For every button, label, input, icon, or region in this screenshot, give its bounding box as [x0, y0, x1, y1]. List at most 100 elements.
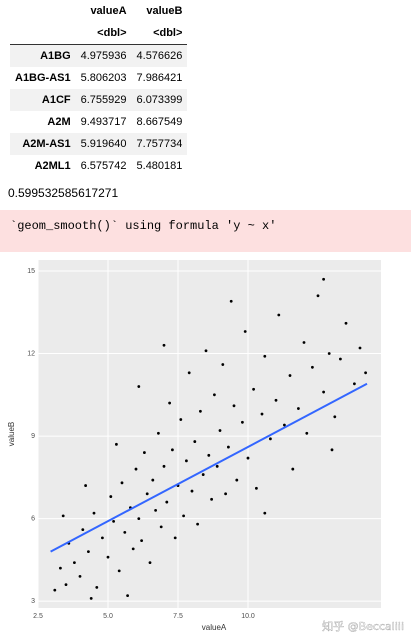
point: [89, 596, 93, 600]
point: [241, 420, 244, 424]
x-tick-label: 2.5: [33, 613, 43, 620]
y-axis-title: valueB: [7, 422, 16, 446]
point: [190, 489, 194, 493]
table-row: A2M-AS1 5.919640 7.757734: [10, 133, 188, 155]
table-row: A2M 9.493717 8.667549: [10, 111, 187, 133]
point: [117, 569, 121, 573]
table-row: A1BG 4.975936 4.576626: [10, 44, 188, 67]
point: [221, 363, 225, 366]
point: [61, 514, 65, 518]
cell: 8.667549: [136, 116, 183, 128]
x-tick-label: 5.0: [103, 613, 113, 620]
row-name: A1CF: [10, 89, 76, 111]
point: [229, 299, 233, 303]
output-text: 0.599532585617271: [8, 186, 119, 200]
point: [232, 404, 236, 408]
chart: valueA valueB 2.5 5.0 7.5 10.0 3 6 9 12 15 知乎 @Be…: [7, 260, 404, 633]
y-tick-label: 3: [31, 598, 35, 605]
point: [106, 555, 110, 559]
point: [145, 492, 149, 496]
message: `geom_smooth()` using formula 'y ~ x': [0, 210, 411, 252]
point: [73, 561, 76, 565]
point: [185, 459, 188, 463]
table-row: A2ML1 6.575742 5.480181: [10, 155, 187, 177]
point: [227, 445, 230, 449]
point: [207, 453, 211, 457]
x-tick-label: 10.0: [241, 613, 255, 620]
point: [168, 401, 172, 405]
point: [274, 398, 278, 402]
point: [291, 467, 295, 471]
point: [277, 313, 281, 317]
y-tick-label: 9: [31, 433, 35, 440]
point: [210, 497, 214, 501]
point: [64, 583, 68, 587]
cell: 4.975936: [75, 44, 132, 67]
point: [53, 588, 57, 592]
point: [364, 371, 367, 375]
point: [288, 374, 292, 377]
point: [187, 371, 191, 375]
point: [109, 495, 113, 498]
point: [95, 585, 99, 589]
col-type: <dbl>: [131, 22, 188, 45]
row-name: A2M: [47, 116, 71, 128]
point: [218, 429, 222, 432]
point: [322, 277, 325, 281]
point: [179, 418, 183, 421]
point: [84, 484, 87, 487]
point: [162, 464, 166, 468]
point: [87, 550, 90, 554]
point: [215, 464, 219, 468]
point: [134, 467, 138, 471]
point: [305, 431, 309, 435]
cell: 7.986421: [136, 72, 183, 84]
table-row: A1BG-AS1 5.806203 7.986421: [10, 67, 187, 89]
cell: 4.576626: [131, 44, 188, 67]
point: [140, 539, 144, 543]
point: [297, 407, 300, 410]
row-name: A2ML1: [34, 160, 71, 172]
point: [171, 448, 174, 452]
cell: 9.493717: [80, 116, 127, 128]
y-tick-label: 15: [27, 268, 35, 275]
point: [263, 511, 267, 515]
point: [224, 492, 228, 496]
point: [235, 478, 239, 482]
point: [252, 387, 256, 391]
point: [311, 365, 314, 369]
point: [263, 354, 267, 358]
watermark: 知乎 @Beccaliii: [322, 619, 404, 633]
cell: 5.919640: [75, 133, 132, 155]
point: [143, 451, 146, 454]
point: [151, 478, 155, 482]
point: [120, 481, 124, 485]
point: [196, 522, 200, 526]
point: [327, 352, 331, 355]
point: [201, 473, 205, 476]
point: [283, 423, 286, 427]
point: [322, 390, 325, 394]
cell: 7.757734: [131, 133, 188, 155]
row-name: A1BG: [10, 44, 76, 67]
point: [115, 442, 118, 446]
point: [269, 437, 272, 441]
table-row: A1CF 6.755929 6.073399: [10, 89, 188, 111]
point: [182, 514, 186, 518]
point: [165, 500, 169, 504]
point: [255, 486, 258, 490]
point: [199, 409, 202, 413]
point: [204, 349, 208, 353]
point: [131, 547, 135, 551]
point: [159, 525, 163, 529]
point: [339, 357, 342, 361]
point: [353, 382, 356, 386]
point: [59, 566, 62, 570]
point: [157, 431, 160, 435]
point: [330, 448, 334, 452]
point: [101, 536, 104, 540]
y-tick-label: 12: [27, 350, 35, 357]
x-tick-label: 7.5: [173, 613, 183, 620]
point: [92, 511, 96, 515]
